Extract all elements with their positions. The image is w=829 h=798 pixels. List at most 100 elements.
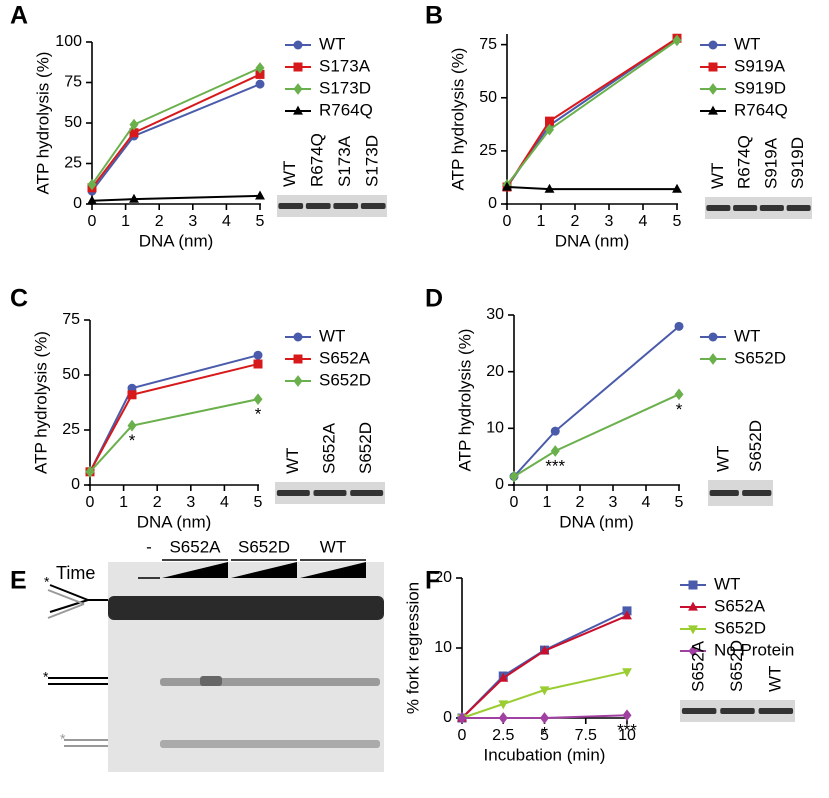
gel-lane-label: WT [714,446,733,472]
gel-band [278,203,304,209]
marker [129,193,139,203]
series-line [513,325,680,478]
marker [622,709,632,722]
x-tick-label: 2.5 [492,727,514,744]
x-tick-label: 10 [618,727,636,744]
marker [688,580,698,590]
series-line [91,73,261,189]
y-axis-title: % fork regression [403,582,422,714]
x-tick-label: 1 [543,494,552,511]
marker [688,645,698,657]
x-tick-label: 2 [571,213,580,230]
marker [708,332,718,342]
x-tick-label: 4 [642,494,651,511]
gel-band [350,490,384,496]
legend-label: S652D [734,348,786,367]
marker [688,625,698,635]
legend-label: S652D [714,618,766,637]
panel-label: F [425,567,440,595]
x-tick-label: 4 [639,213,648,230]
annotation: * [676,400,683,419]
legend-label: WT [734,326,760,345]
marker [87,195,97,205]
gel-lane-label: WT [280,161,299,187]
marker [708,83,718,95]
group-label: S652A [169,537,221,556]
marker [87,178,97,191]
marker [708,40,718,50]
marker [545,116,554,126]
gel-band [758,708,794,714]
x-tick-label: 3 [186,494,195,511]
x-tick-label: 0 [88,213,97,230]
x-tick-label: 5 [254,494,263,511]
panel-label: C [10,285,28,313]
gel-lane-label: WT [765,666,784,692]
x-tick-label: 2 [576,494,585,511]
marker [674,321,684,331]
marker [293,62,303,72]
gel-band [276,490,310,496]
x-tick-label: 5 [256,213,265,230]
gel-lane-label: S173D [363,135,382,187]
marker [293,375,303,387]
marker [129,128,139,138]
x-tick-label: 2 [153,494,162,511]
annotation: * [129,431,136,450]
legend-label: WT [319,326,345,345]
gel-lane-label: S919D [788,137,807,189]
series-line [506,39,678,186]
marker [255,69,265,79]
gel-lane-label: WT [708,163,727,189]
gel-lane-label: R674Q [308,133,327,187]
legend-label: WT [714,574,740,593]
y-tick-label: 20 [434,569,452,586]
series-line [506,186,677,191]
marker [253,359,263,369]
y-tick-label: 50 [62,366,80,383]
series-line [91,194,261,202]
marker [540,712,549,724]
y-axis-title: ATP hydrolysis (%) [33,52,52,195]
time-wedge [300,562,366,578]
marker [672,183,682,193]
gel-band [160,678,380,686]
gel-lane-label: S652D [746,420,765,472]
gel-band [333,203,359,209]
y-tick-label: 20 [486,363,504,380]
x-tick-label: 3 [188,213,197,230]
marker [293,105,303,115]
gel-lane-label: S652A [689,640,708,692]
gel-lane-label: S173A [335,135,354,187]
annotation: * [255,405,262,424]
marker [127,419,137,432]
legend-label: S173D [319,78,371,97]
marker [253,393,263,406]
gel-band [681,708,717,714]
marker [498,672,509,682]
marker [674,388,684,401]
x-tick-label: 3 [605,213,614,230]
y-tick-label: 30 [486,306,504,323]
marker [622,610,632,620]
legend-label: S652A [319,348,371,367]
gel-band [360,203,386,209]
gel-image [277,195,387,217]
gel-band [786,205,811,211]
y-tick-label: 10 [434,639,452,656]
gel-lane-label: S919A [761,137,780,189]
marker [253,350,263,360]
y-tick-label: 25 [479,142,497,159]
x-tick-label: 5 [675,494,684,511]
y-tick-label: 25 [62,421,80,438]
gel-band [759,205,784,211]
time-wedge [231,562,297,578]
marker [708,62,718,72]
gel-band [108,596,384,620]
x-tick-label: 5 [540,727,549,744]
legend-label: S173A [319,56,371,75]
y-tick-label: 75 [62,311,80,328]
marker [672,34,682,47]
marker [293,83,303,95]
